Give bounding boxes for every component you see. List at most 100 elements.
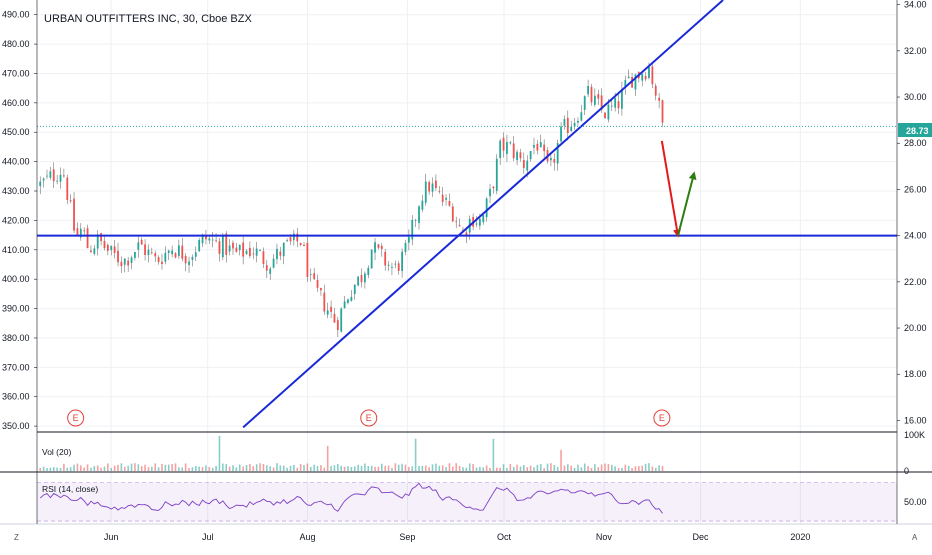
- volume-bar: [137, 464, 140, 471]
- candle-body: [455, 221, 458, 223]
- candle-body: [367, 267, 370, 276]
- volume-bar: [330, 466, 332, 471]
- left-tick-label: 420.00: [2, 215, 30, 225]
- candle-body: [113, 246, 116, 253]
- candle-body: [330, 306, 332, 312]
- volume-bar: [435, 463, 437, 471]
- volume-bar: [506, 467, 508, 471]
- volume-bar: [147, 467, 150, 471]
- earnings-badge[interactable]: E: [653, 409, 671, 427]
- candle-body: [292, 233, 295, 241]
- candle-body: [506, 141, 508, 155]
- candle-body: [320, 287, 322, 291]
- time-tick-label: Oct: [497, 532, 512, 542]
- auto-scale-button[interactable]: A: [912, 533, 918, 542]
- volume-bar: [238, 464, 241, 471]
- volume-bar: [222, 463, 224, 471]
- rsi-label: RSI (14, close): [42, 484, 98, 494]
- volume-bar: [123, 466, 126, 471]
- timezone-button[interactable]: Z: [14, 533, 19, 542]
- candle-body: [593, 95, 596, 105]
- volume-bar: [604, 463, 606, 471]
- candle-body: [347, 299, 349, 303]
- volume-bar: [495, 467, 498, 471]
- candle-body: [651, 66, 654, 85]
- candle-body: [228, 245, 231, 252]
- candle-body: [66, 177, 69, 201]
- candle-body: [218, 241, 221, 254]
- volume-bar: [401, 463, 403, 471]
- left-tick-label: 410.00: [2, 245, 30, 255]
- volume-bar: [438, 465, 441, 471]
- candle-body: [583, 96, 586, 110]
- candle-body: [360, 275, 363, 283]
- volume-bar: [272, 467, 275, 471]
- volume-bar: [184, 463, 187, 471]
- candle-body: [117, 250, 119, 263]
- volume-bar: [144, 464, 146, 471]
- candle-body: [184, 256, 187, 264]
- volume-bar: [218, 435, 221, 471]
- candle-body: [306, 242, 309, 278]
- left-tick-label: 450.00: [2, 127, 30, 137]
- volume-bar: [499, 467, 501, 471]
- volume-bar: [347, 466, 349, 471]
- volume-bar: [610, 464, 613, 471]
- candle-body: [242, 242, 245, 257]
- candle-body: [181, 245, 184, 259]
- volume-bar: [381, 463, 383, 471]
- candle-body: [299, 242, 302, 245]
- candle-body: [134, 251, 136, 258]
- candle-body: [597, 94, 600, 99]
- earnings-badge[interactable]: E: [67, 409, 85, 427]
- volume-bar: [49, 467, 52, 471]
- volume-bar: [536, 464, 539, 471]
- candle-body: [336, 320, 339, 331]
- candle-body: [46, 175, 48, 177]
- candle-body: [404, 242, 407, 252]
- time-axis: Jun Jul Aug Sep Oct Nov Dec 2020: [104, 532, 811, 542]
- volume-bar: [249, 464, 251, 471]
- right-tick-label: 34.00: [904, 0, 927, 10]
- candle-body: [529, 151, 532, 160]
- candle-body: [563, 119, 566, 126]
- candle-body: [550, 157, 552, 161]
- volume-bar: [529, 465, 532, 471]
- candle-body: [269, 268, 272, 274]
- candle-body: [56, 180, 59, 182]
- volume-bar: [188, 467, 190, 471]
- earnings-badge[interactable]: E: [360, 409, 378, 427]
- candle-body: [262, 251, 265, 264]
- volume-bars: [39, 435, 664, 471]
- volume-bar: [350, 466, 353, 471]
- candle-body: [391, 267, 393, 269]
- candle-body: [198, 239, 201, 252]
- volume-bar: [178, 467, 180, 471]
- candle-body: [566, 117, 569, 134]
- volume-bar: [194, 466, 197, 471]
- candle-body: [384, 251, 387, 266]
- candle-body: [570, 126, 573, 132]
- projection-arrow: [677, 171, 697, 236]
- candle-body: [167, 250, 170, 253]
- candle-body: [238, 244, 241, 251]
- candle-body: [485, 198, 488, 218]
- candle-body: [286, 240, 289, 241]
- volume-bar: [621, 467, 623, 471]
- volume-bar: [320, 465, 322, 471]
- candle-body: [451, 206, 454, 222]
- volume-bar: [69, 467, 72, 471]
- volume-bar: [107, 463, 109, 471]
- candle-body: [255, 248, 258, 256]
- volume-bar: [641, 465, 644, 471]
- volume-bar: [333, 465, 336, 471]
- volume-bar: [232, 465, 234, 471]
- volume-bar: [242, 466, 244, 471]
- volume-bar: [418, 465, 420, 471]
- candle-body: [435, 180, 437, 189]
- candle-body: [221, 236, 224, 258]
- volume-bar: [235, 467, 238, 471]
